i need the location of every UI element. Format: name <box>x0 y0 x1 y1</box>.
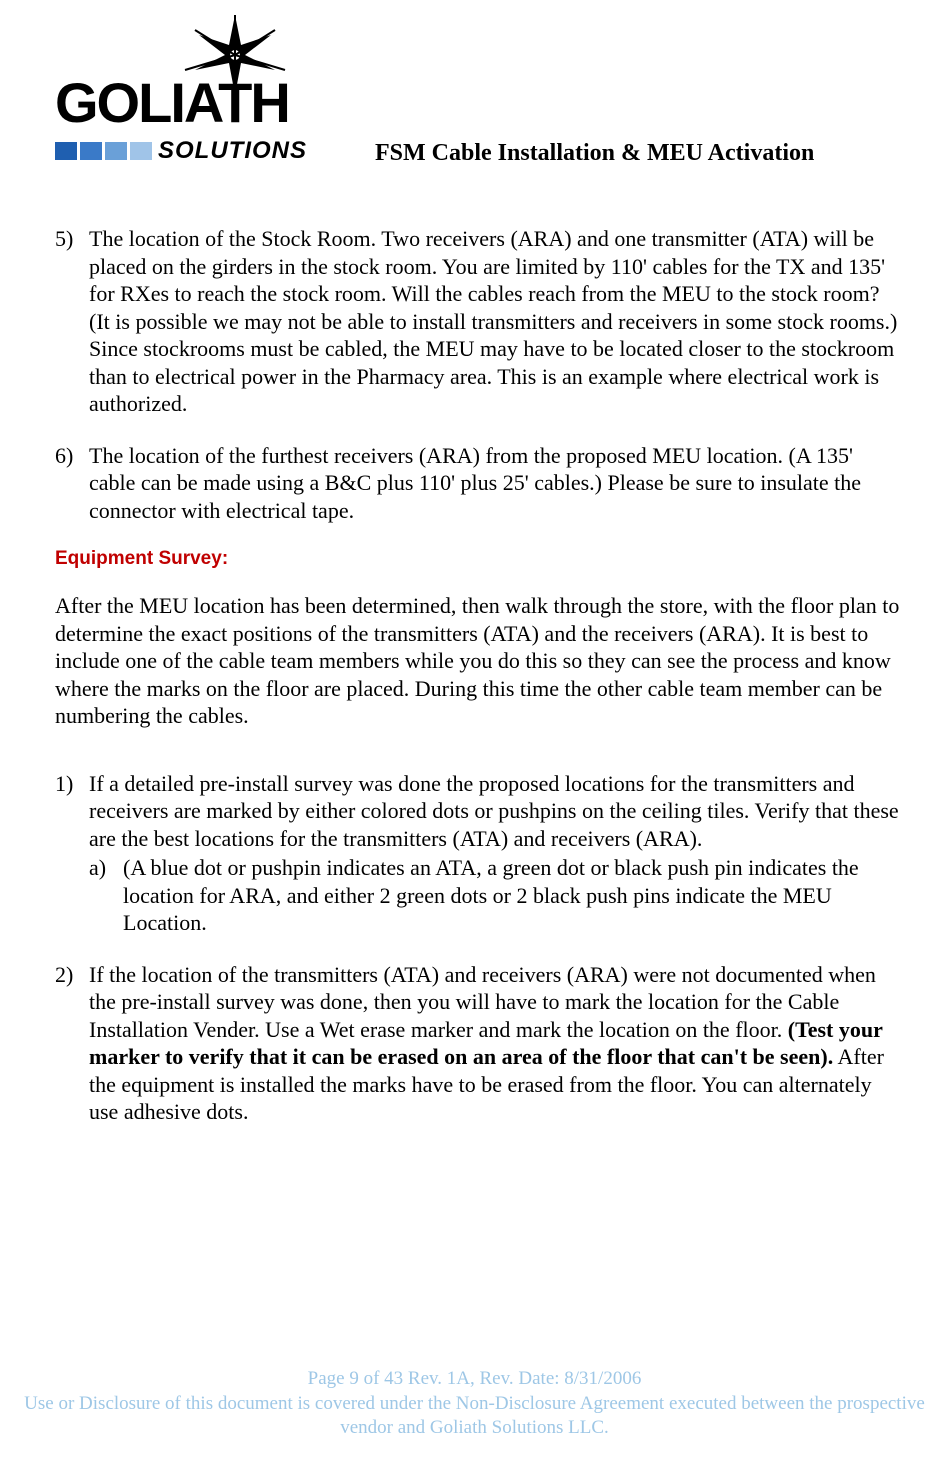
logo-subline: SOLUTIONS <box>55 137 345 165</box>
list-text: The location of the Stock Room. Two rece… <box>89 225 904 418</box>
footer-line-2: Use or Disclosure of this document is co… <box>0 1392 949 1441</box>
list-number: 5) <box>55 225 89 418</box>
list-number: 2) <box>55 961 89 1126</box>
sub-list-number: a) <box>89 854 123 937</box>
sub-list-item: a) (A blue dot or pushpin indicates an A… <box>89 854 904 937</box>
list-item: 5) The location of the Stock Room. Two r… <box>55 225 904 418</box>
list-text: If a detailed pre-install survey was don… <box>89 771 899 851</box>
document-page: GOLIATH SOLUTIONS FSM Cable Installation… <box>0 0 949 1471</box>
company-logo: GOLIATH SOLUTIONS <box>55 15 345 185</box>
list-content: If the location of the transmitters (ATA… <box>89 961 904 1126</box>
list-item: 1) If a detailed pre-install survey was … <box>55 770 904 937</box>
list-item: 6) The location of the furthest receiver… <box>55 442 904 525</box>
logo-bar <box>80 142 102 160</box>
logo-sub-text: SOLUTIONS <box>158 137 307 165</box>
list-item: 2) If the location of the transmitters (… <box>55 961 904 1126</box>
section-paragraph: After the MEU location has been determin… <box>55 592 904 730</box>
logo-bars-icon <box>55 142 152 160</box>
list-number: 6) <box>55 442 89 525</box>
section-heading: Equipment Survey: <box>55 548 904 570</box>
logo-bar <box>105 142 127 160</box>
logo-bar <box>55 142 77 160</box>
logo-main-text: GOLIATH <box>55 75 289 131</box>
list-number: 1) <box>55 770 89 937</box>
footer-line-1: Page 9 of 43 Rev. 1A, Rev. Date: 8/31/20… <box>0 1367 949 1392</box>
page-footer: Page 9 of 43 Rev. 1A, Rev. Date: 8/31/20… <box>0 1367 949 1441</box>
list-content: If a detailed pre-install survey was don… <box>89 770 904 937</box>
list-text-part: If the location of the transmitters (ATA… <box>89 962 876 1042</box>
document-title: FSM Cable Installation & MEU Activation <box>375 140 814 185</box>
list-text: The location of the furthest receivers (… <box>89 442 904 525</box>
logo-bar <box>130 142 152 160</box>
sub-list-text: (A blue dot or pushpin indicates an ATA,… <box>123 854 904 937</box>
page-header: GOLIATH SOLUTIONS FSM Cable Installation… <box>55 15 904 185</box>
